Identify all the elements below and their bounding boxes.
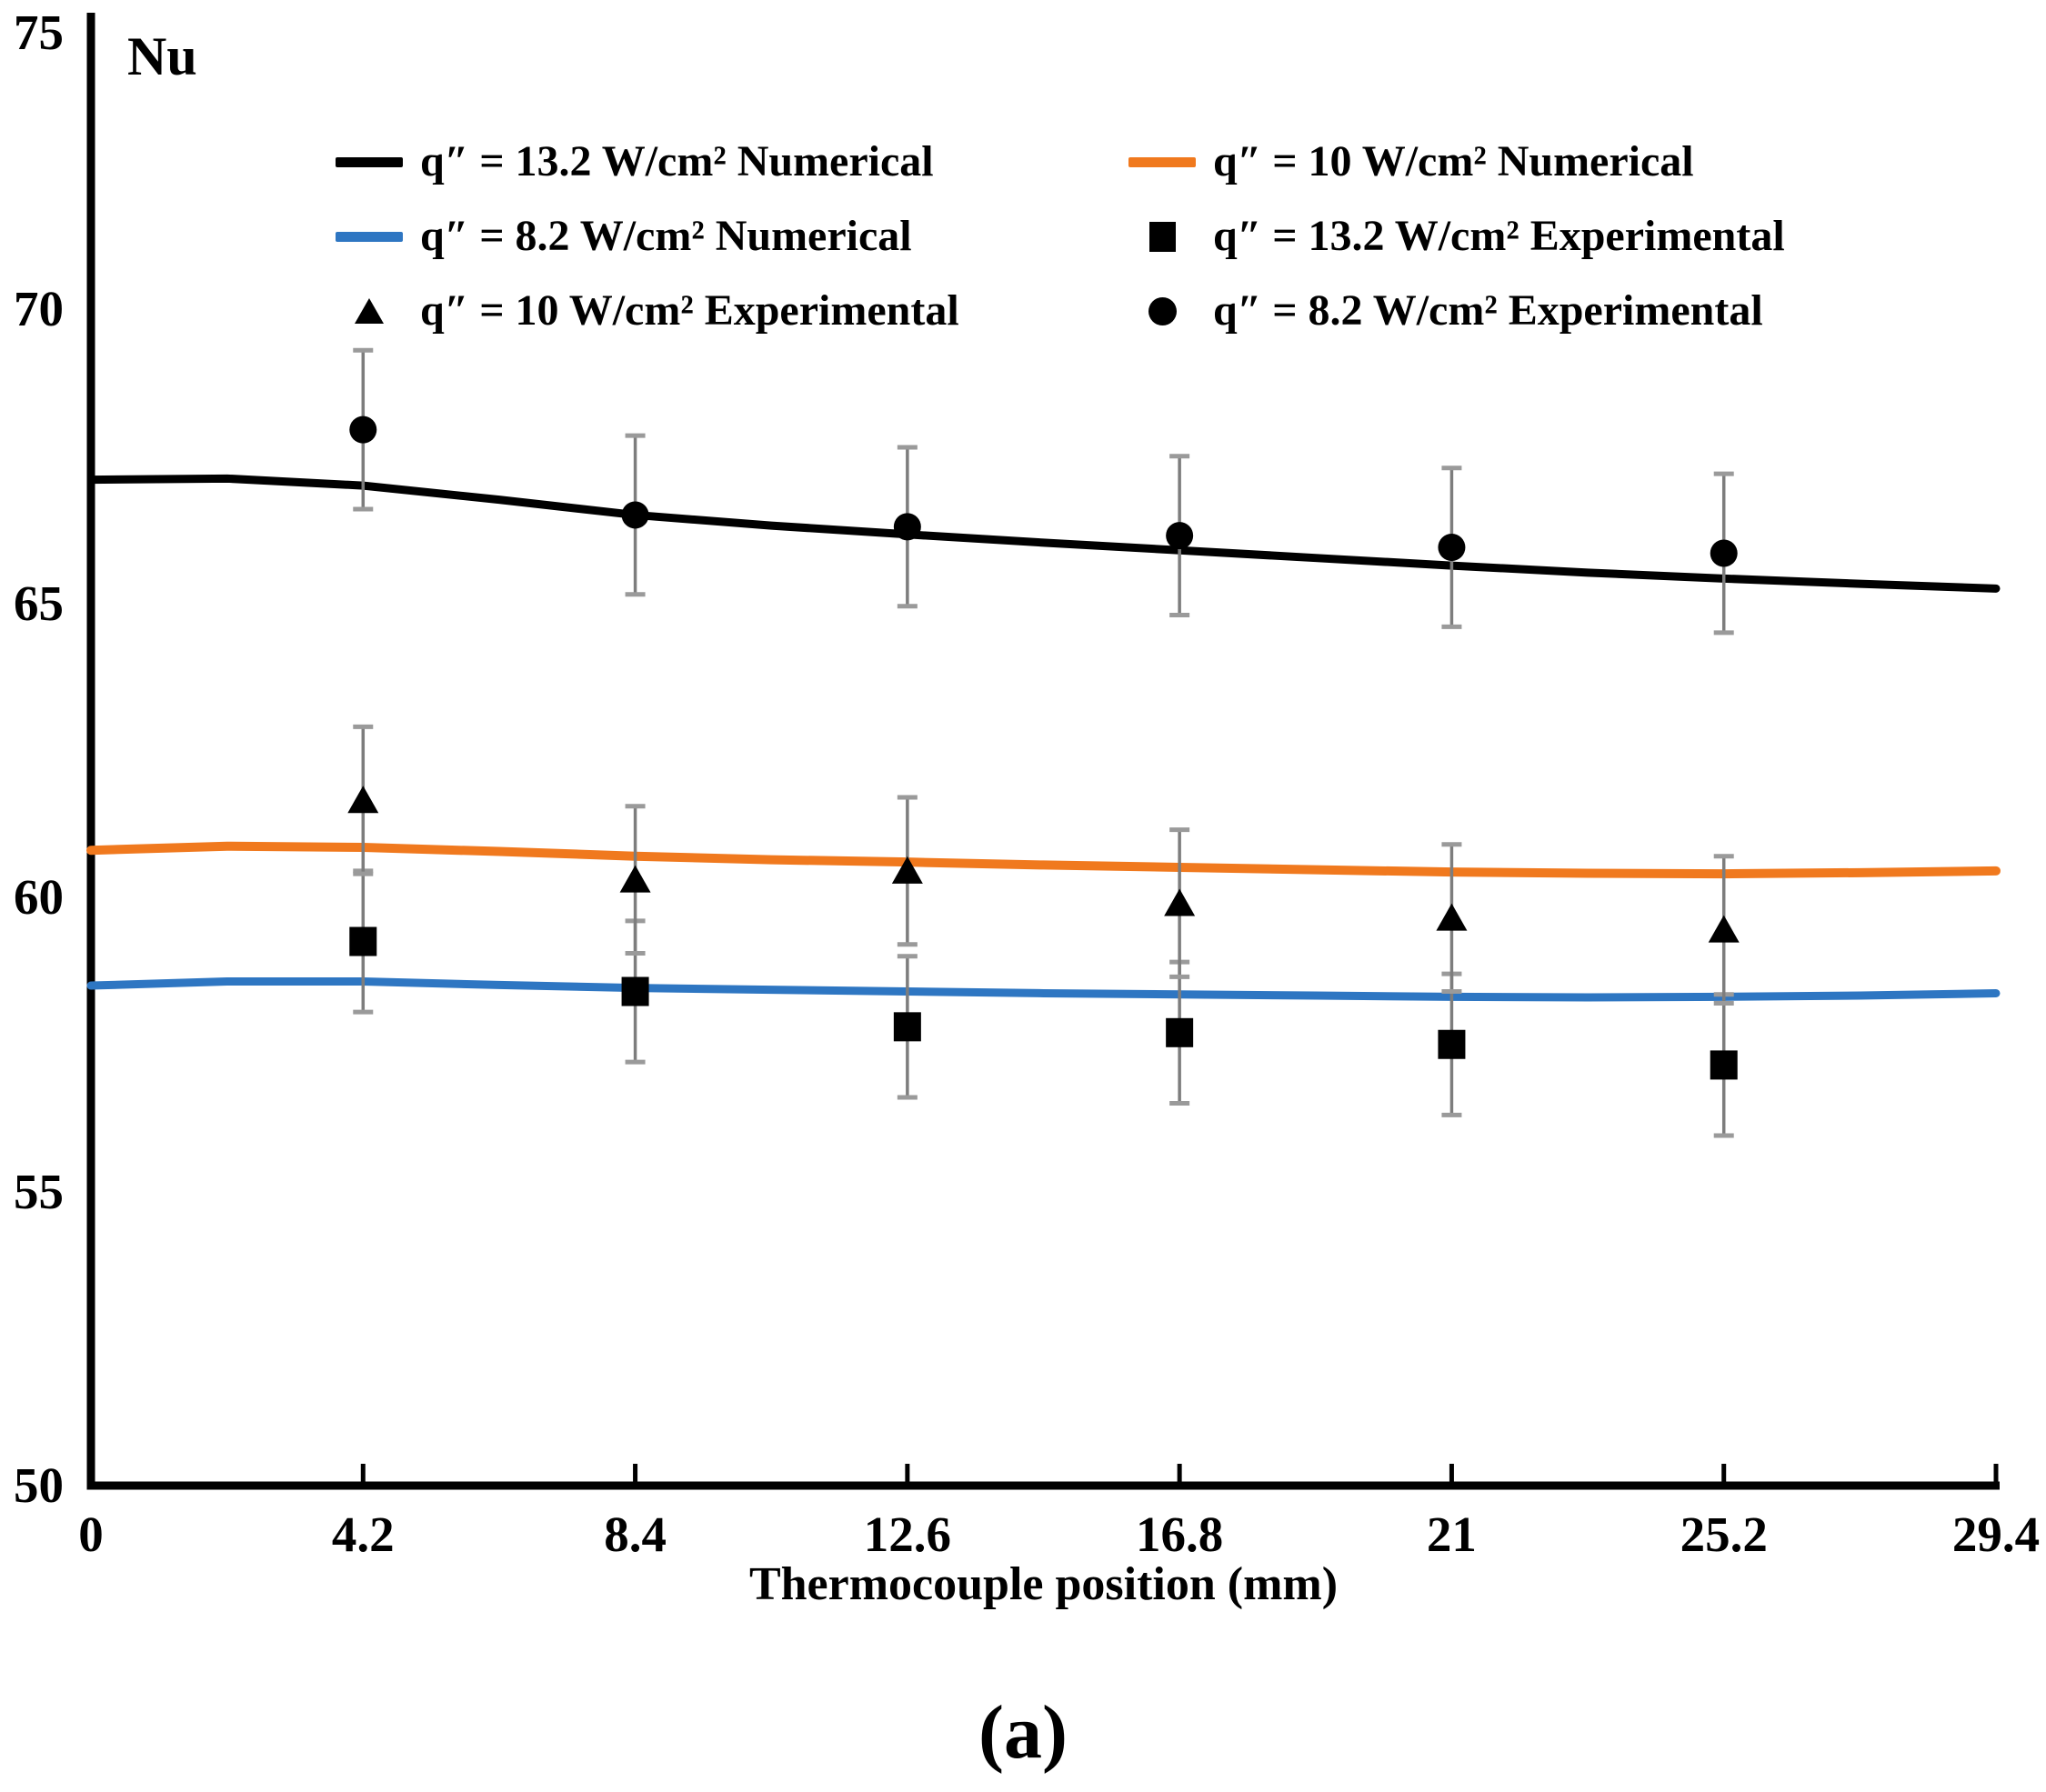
triangle-data-marker bbox=[347, 786, 379, 814]
square-data-marker bbox=[1166, 1017, 1194, 1047]
blue-line-swatch-icon bbox=[336, 231, 403, 242]
triangle-marker-icon bbox=[355, 298, 384, 324]
circle-data-marker bbox=[1438, 534, 1466, 562]
y-tick-label: 60 bbox=[14, 869, 64, 925]
legend-item-10-numerical: q″ = 10 W/cm² Numerical bbox=[1120, 134, 1694, 190]
circle-data-marker bbox=[349, 415, 377, 444]
legend-label: q″ = 10 W/cm² Experimental bbox=[420, 286, 959, 335]
circle-data-marker bbox=[893, 513, 921, 541]
legend-item-10-experimental: q″ = 10 W/cm² Experimental bbox=[327, 283, 959, 339]
legend-label: q″ = 13.2 W/cm² Numerical bbox=[420, 137, 934, 185]
triangle-data-marker bbox=[619, 865, 651, 893]
y-axis-title: Nu bbox=[127, 26, 197, 86]
square-marker-icon bbox=[1148, 221, 1176, 252]
circle-marker-icon bbox=[1148, 296, 1177, 325]
triangle-data-marker bbox=[1436, 903, 1468, 931]
x-tick-label: 16.8 bbox=[1136, 1507, 1224, 1562]
x-tick-label: 0 bbox=[78, 1507, 104, 1562]
triangle-data-marker bbox=[1708, 915, 1740, 943]
circle-data-marker bbox=[1710, 539, 1738, 567]
legend-item-8-2-numerical: q″ = 8.2 W/cm² Numerical bbox=[327, 208, 912, 265]
y-tick-label: 70 bbox=[14, 281, 64, 336]
triangle-data-marker bbox=[1164, 888, 1196, 916]
legend-item-13-2-numerical: q″ = 13.2 W/cm² Numerical bbox=[327, 134, 934, 190]
x-axis-title: Thermocouple position (mm) bbox=[748, 1558, 1339, 1610]
legend-label: q″ = 8.2 W/cm² Experimental bbox=[1213, 286, 1763, 335]
x-tick-label: 4.2 bbox=[331, 1507, 395, 1562]
y-tick-label: 55 bbox=[14, 1163, 64, 1219]
legend-item-8-2-experimental: q″ = 8.2 W/cm² Experimental bbox=[1120, 283, 1763, 339]
x-tick-label: 21 bbox=[1426, 1507, 1477, 1562]
legend-label: q″ = 13.2 W/cm² Experimental bbox=[1213, 212, 1785, 260]
numerical-curve bbox=[86, 841, 2001, 879]
x-tick-label: 29.4 bbox=[1951, 1507, 2041, 1562]
x-tick-label: 25.2 bbox=[1680, 1507, 1768, 1562]
numerical-curve bbox=[86, 474, 2001, 593]
square-data-marker bbox=[893, 1012, 921, 1042]
circle-data-marker bbox=[621, 501, 649, 529]
y-tick-label: 65 bbox=[14, 575, 64, 631]
numerical-curve bbox=[86, 977, 2001, 1002]
x-tick-label: 8.4 bbox=[604, 1507, 667, 1562]
subfigure-caption: (a) bbox=[978, 1690, 1068, 1775]
y-tick-label: 75 bbox=[14, 5, 64, 60]
orange-line-swatch-icon bbox=[1128, 156, 1196, 167]
legend-label: q″ = 8.2 W/cm² Numerical bbox=[420, 212, 912, 260]
legend-item-13-2-experimental: q″ = 13.2 W/cm² Experimental bbox=[1120, 208, 1785, 265]
y-tick-label: 50 bbox=[14, 1457, 64, 1513]
square-data-marker bbox=[1438, 1029, 1466, 1059]
triangle-data-marker bbox=[891, 856, 923, 884]
legend-label: q″ = 10 W/cm² Numerical bbox=[1213, 137, 1694, 185]
x-tick-label: 12.6 bbox=[863, 1507, 951, 1562]
circle-data-marker bbox=[1166, 522, 1194, 550]
square-data-marker bbox=[349, 926, 377, 956]
square-data-marker bbox=[621, 976, 649, 1006]
square-data-marker bbox=[1710, 1050, 1738, 1080]
black-line-swatch-icon bbox=[336, 156, 403, 167]
